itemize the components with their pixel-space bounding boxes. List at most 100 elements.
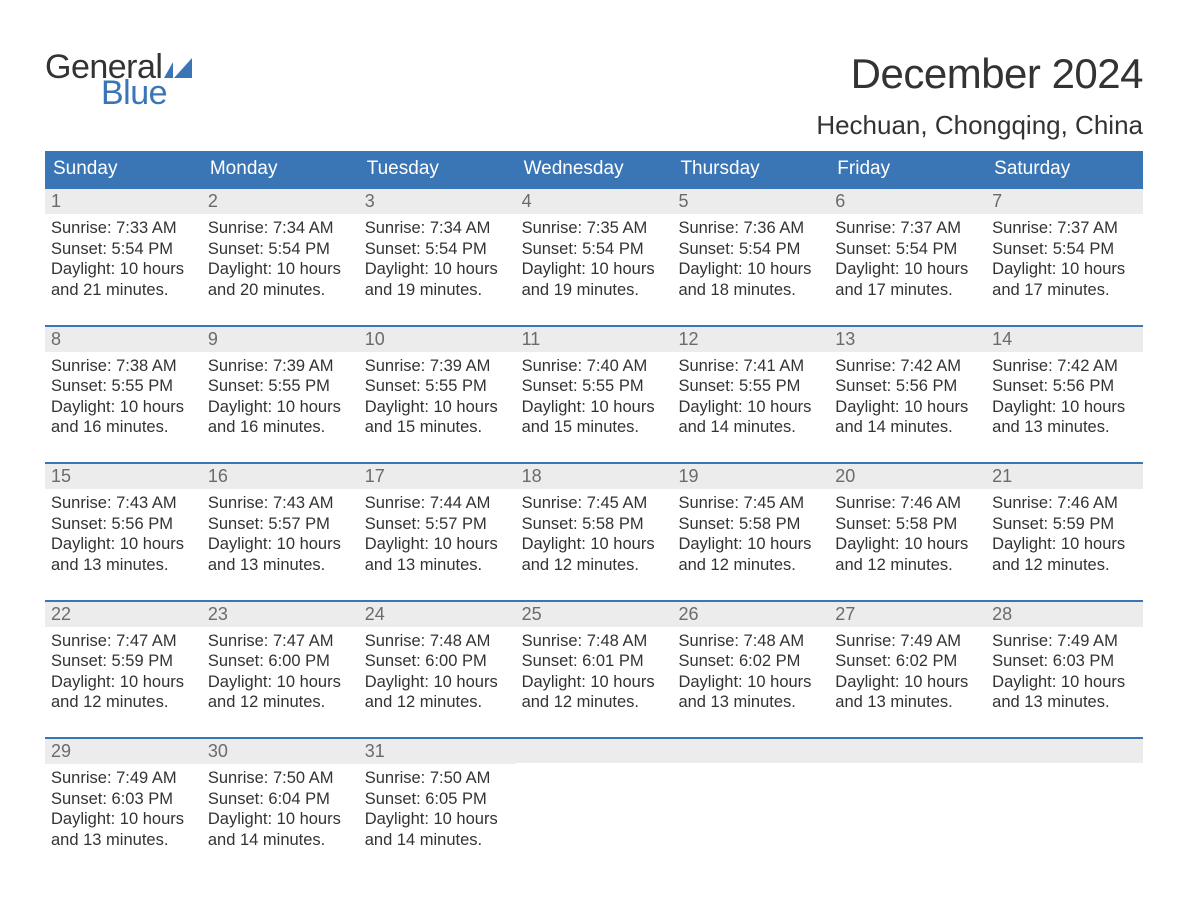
day-number-band [672, 739, 829, 763]
daylight-line2: and 13 minutes. [835, 692, 980, 713]
daylight-line2: and 16 minutes. [208, 417, 353, 438]
day-number-band: 29 [45, 739, 202, 764]
day-body: Sunrise: 7:47 AMSunset: 6:00 PMDaylight:… [202, 627, 359, 714]
sunset-line: Sunset: 5:55 PM [208, 376, 353, 397]
week-row: 22Sunrise: 7:47 AMSunset: 5:59 PMDayligh… [45, 600, 1143, 714]
daylight-line1: Daylight: 10 hours [522, 259, 667, 280]
sunset-line: Sunset: 5:58 PM [522, 514, 667, 535]
daylight-line2: and 12 minutes. [678, 555, 823, 576]
daylight-line2: and 17 minutes. [992, 280, 1137, 301]
day-number-band: 26 [672, 602, 829, 627]
weekday-header: Sunday [45, 151, 202, 187]
daylight-line1: Daylight: 10 hours [51, 259, 196, 280]
day-number-band: 30 [202, 739, 359, 764]
day-cell: 6Sunrise: 7:37 AMSunset: 5:54 PMDaylight… [829, 189, 986, 301]
weekday-header: Thursday [672, 151, 829, 187]
day-number-band: 21 [986, 464, 1143, 489]
day-body: Sunrise: 7:43 AMSunset: 5:56 PMDaylight:… [45, 489, 202, 576]
day-number-band: 28 [986, 602, 1143, 627]
daylight-line1: Daylight: 10 hours [51, 672, 196, 693]
day-number: 23 [208, 604, 228, 624]
day-cell: 1Sunrise: 7:33 AMSunset: 5:54 PMDaylight… [45, 189, 202, 301]
sunset-line: Sunset: 5:54 PM [365, 239, 510, 260]
sunset-line: Sunset: 6:00 PM [208, 651, 353, 672]
daylight-line1: Daylight: 10 hours [992, 534, 1137, 555]
daylight-line1: Daylight: 10 hours [835, 672, 980, 693]
day-number-band: 4 [516, 189, 673, 214]
day-cell: 25Sunrise: 7:48 AMSunset: 6:01 PMDayligh… [516, 602, 673, 714]
sunset-line: Sunset: 5:54 PM [522, 239, 667, 260]
day-number: 28 [992, 604, 1012, 624]
sunrise-line: Sunrise: 7:48 AM [365, 631, 510, 652]
daylight-line1: Daylight: 10 hours [208, 397, 353, 418]
day-body: Sunrise: 7:45 AMSunset: 5:58 PMDaylight:… [516, 489, 673, 576]
header-bar: General Blue December 2024 Hechuan, Chon… [45, 50, 1143, 141]
daylight-line1: Daylight: 10 hours [678, 534, 823, 555]
sunset-line: Sunset: 6:04 PM [208, 789, 353, 810]
day-body: Sunrise: 7:34 AMSunset: 5:54 PMDaylight:… [202, 214, 359, 301]
sunset-line: Sunset: 5:55 PM [522, 376, 667, 397]
daylight-line2: and 19 minutes. [365, 280, 510, 301]
sunrise-line: Sunrise: 7:49 AM [992, 631, 1137, 652]
day-number: 1 [51, 191, 61, 211]
sunrise-line: Sunrise: 7:49 AM [835, 631, 980, 652]
daylight-line2: and 12 minutes. [365, 692, 510, 713]
day-number-band: 17 [359, 464, 516, 489]
sunrise-line: Sunrise: 7:46 AM [992, 493, 1137, 514]
day-cell: 2Sunrise: 7:34 AMSunset: 5:54 PMDaylight… [202, 189, 359, 301]
day-number-band: 5 [672, 189, 829, 214]
sunset-line: Sunset: 5:59 PM [992, 514, 1137, 535]
day-cell: 26Sunrise: 7:48 AMSunset: 6:02 PMDayligh… [672, 602, 829, 714]
day-number: 27 [835, 604, 855, 624]
day-cell: 3Sunrise: 7:34 AMSunset: 5:54 PMDaylight… [359, 189, 516, 301]
day-number-band: 22 [45, 602, 202, 627]
day-number: 29 [51, 741, 71, 761]
sunset-line: Sunset: 5:54 PM [208, 239, 353, 260]
day-body: Sunrise: 7:49 AMSunset: 6:03 PMDaylight:… [986, 627, 1143, 714]
daylight-line2: and 13 minutes. [51, 555, 196, 576]
daylight-line2: and 14 minutes. [678, 417, 823, 438]
day-cell: 23 Sunrise: 7:47 AMSunset: 6:00 PMDayligh… [202, 602, 359, 714]
sunset-line: Sunset: 5:56 PM [992, 376, 1137, 397]
day-cell [986, 739, 1143, 851]
day-cell: 4Sunrise: 7:35 AMSunset: 5:54 PMDaylight… [516, 189, 673, 301]
day-cell: 18 Sunrise: 7:45 AMSunset: 5:58 PMDayligh… [516, 464, 673, 576]
logo: General Blue [45, 50, 192, 110]
daylight-line2: and 12 minutes. [522, 555, 667, 576]
sunrise-line: Sunrise: 7:43 AM [51, 493, 196, 514]
sunrise-line: Sunrise: 7:41 AM [678, 356, 823, 377]
day-cell [829, 739, 986, 851]
daylight-line1: Daylight: 10 hours [208, 534, 353, 555]
daylight-line2: and 21 minutes. [51, 280, 196, 301]
daylight-line2: and 13 minutes. [365, 555, 510, 576]
day-number: 25 [522, 604, 542, 624]
day-body: Sunrise: 7:44 AMSunset: 5:57 PMDaylight:… [359, 489, 516, 576]
day-number: 20 [835, 466, 855, 486]
day-number: 3 [365, 191, 375, 211]
daylight-line2: and 14 minutes. [365, 830, 510, 851]
sunset-line: Sunset: 5:58 PM [835, 514, 980, 535]
sunset-line: Sunset: 5:55 PM [51, 376, 196, 397]
daylight-line2: and 14 minutes. [208, 830, 353, 851]
daylight-line1: Daylight: 10 hours [208, 259, 353, 280]
daylight-line2: and 16 minutes. [51, 417, 196, 438]
day-number-band: 27 [829, 602, 986, 627]
daylight-line2: and 18 minutes. [678, 280, 823, 301]
daylight-line1: Daylight: 10 hours [208, 809, 353, 830]
day-cell: 11Sunrise: 7:40 AMSunset: 5:55 PMDayligh… [516, 327, 673, 439]
day-number: 10 [365, 329, 385, 349]
sunrise-line: Sunrise: 7:36 AM [678, 218, 823, 239]
day-number: 7 [992, 191, 1002, 211]
weekday-header: Monday [202, 151, 359, 187]
sunrise-line: Sunrise: 7:37 AM [992, 218, 1137, 239]
day-number: 18 [522, 466, 542, 486]
day-number: 26 [678, 604, 698, 624]
day-cell: 29Sunrise: 7:49 AMSunset: 6:03 PMDayligh… [45, 739, 202, 851]
daylight-line1: Daylight: 10 hours [992, 672, 1137, 693]
day-body: Sunrise: 7:48 AMSunset: 6:00 PMDaylight:… [359, 627, 516, 714]
day-cell: 5Sunrise: 7:36 AMSunset: 5:54 PMDaylight… [672, 189, 829, 301]
daylight-line1: Daylight: 10 hours [208, 672, 353, 693]
sunset-line: Sunset: 5:57 PM [365, 514, 510, 535]
day-number: 30 [208, 741, 228, 761]
day-number-band: 3 [359, 189, 516, 214]
